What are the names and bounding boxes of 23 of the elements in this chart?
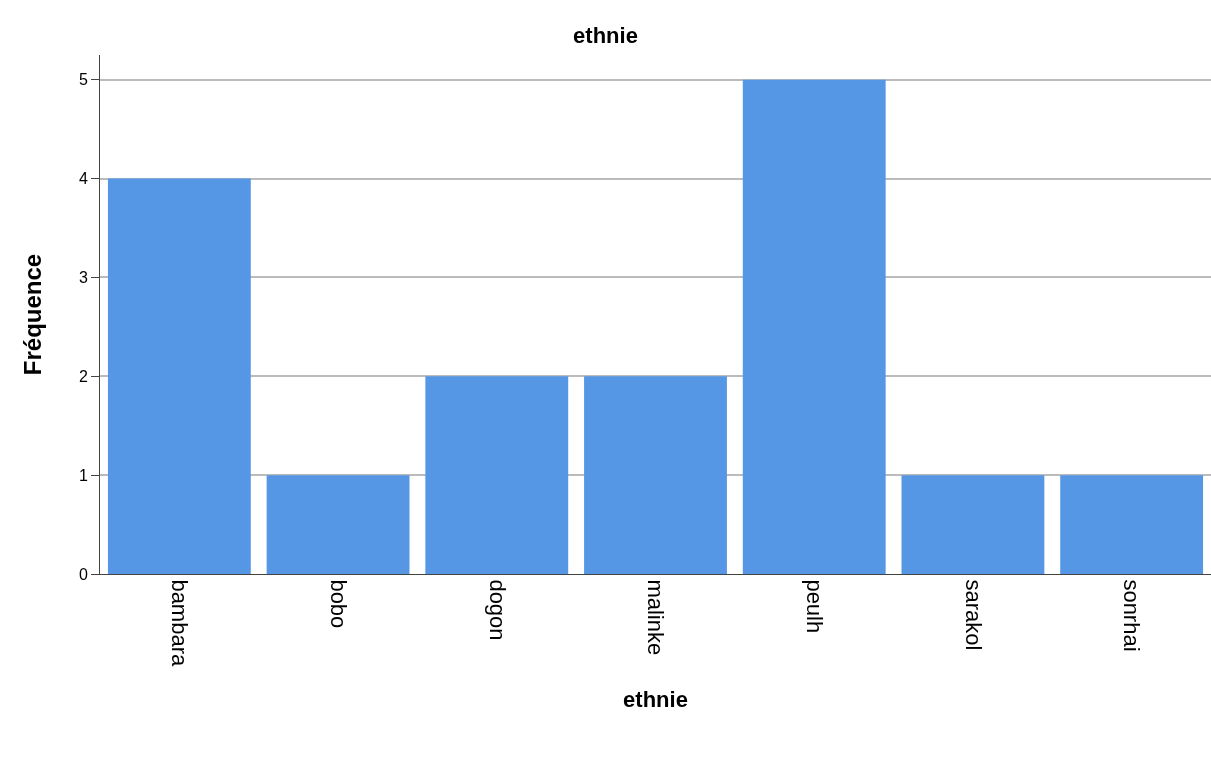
x-tick-label: sonrhai xyxy=(1119,579,1145,652)
y-tick-label: 5 xyxy=(78,71,88,89)
x-tick-label: bobo xyxy=(325,579,351,629)
bar xyxy=(901,475,1045,574)
y-tick-label: 3 xyxy=(78,269,88,287)
bar xyxy=(1060,475,1204,574)
y-axis-title: Fréquence xyxy=(18,253,46,376)
y-tick-label: 1 xyxy=(78,466,88,484)
chart-title: ethnie xyxy=(573,22,638,48)
x-axis-title: ethnie xyxy=(623,686,688,712)
y-tick-label: 4 xyxy=(78,170,88,188)
y-tick-label: 0 xyxy=(78,565,88,583)
x-tick-label: sarakol xyxy=(960,579,986,651)
y-tick-label: 2 xyxy=(78,367,88,385)
x-tick-label: bambara xyxy=(167,579,193,667)
bar xyxy=(742,79,886,574)
bar xyxy=(107,178,251,574)
x-tick-label: peulh xyxy=(802,579,828,634)
x-tick-label: dogon xyxy=(484,579,510,641)
bar xyxy=(266,475,410,574)
bar xyxy=(584,376,727,574)
bar xyxy=(425,376,569,574)
x-tick-label: malinke xyxy=(643,579,669,656)
